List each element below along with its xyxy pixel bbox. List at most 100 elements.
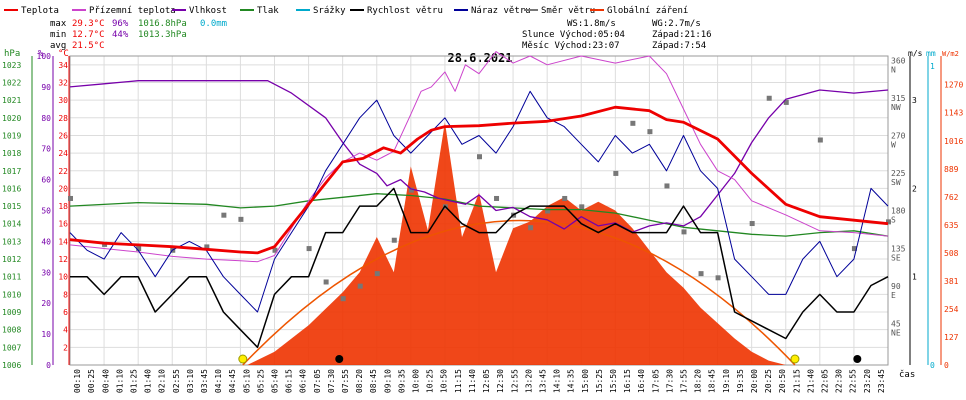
x-tick-label: 21:15 (792, 369, 801, 393)
x-tick-label: 16:40 (637, 369, 646, 393)
x-tick-label: 22:55 (849, 369, 858, 393)
axis-hpa-tick: 1017 (2, 167, 21, 176)
stat-max-temp: 29.3°C (72, 19, 105, 29)
x-tick-label: 22:30 (835, 369, 844, 393)
wind-direction-point (579, 204, 585, 210)
axis-percent-tick: 60 (41, 176, 51, 185)
wind-direction-point (698, 271, 704, 277)
chart-title: 28.6.2021 (447, 51, 512, 65)
wind-direction-point (391, 237, 397, 243)
wind-direction-point (221, 212, 227, 218)
x-tick-label: 14:35 (567, 369, 576, 393)
stat-moon-set: Západ:7:54 (652, 41, 706, 51)
axis-hpa-tick: 1022 (2, 78, 21, 87)
x-tick-label: 20:25 (764, 369, 773, 393)
axis-celsius-tick: 12 (58, 255, 68, 264)
x-axis-title: čas (899, 369, 915, 380)
wind-direction-point (766, 95, 772, 101)
x-tick-label: 15:25 (595, 369, 604, 393)
axis-hpa-tick: 1009 (2, 308, 21, 317)
wind-direction-point (68, 195, 73, 201)
axis-wm2-tick: 889 (944, 165, 959, 174)
axis-celsius-tick: 14 (58, 237, 68, 246)
x-tick-label: 14:10 (553, 369, 562, 393)
wind-direction-point (357, 283, 363, 289)
legend-label: Přízemní teplota (89, 6, 176, 16)
wind-direction-point (647, 129, 653, 135)
x-tick-label: 10:25 (426, 369, 435, 393)
axis-wm2-tick: 1143 (944, 109, 963, 118)
axis-celsius-tick: 28 (58, 114, 68, 123)
axis-direction-name: NW (891, 103, 901, 112)
axis-celsius-tick: 8 (63, 290, 68, 299)
x-tick-label: 01:25 (129, 369, 138, 393)
x-tick-label: 21:40 (806, 369, 815, 393)
stat-avg-label: avg (50, 41, 66, 51)
stat-moon: Měsíc Východ:23:07 (522, 41, 620, 51)
x-tick-label: 17:05 (651, 369, 660, 393)
legend-label: Tlak (257, 6, 279, 16)
axis-celsius-tick: 4 (63, 326, 68, 335)
axis-direction-deg: 90 (891, 282, 901, 291)
axis-hpa-tick: 1020 (2, 114, 21, 123)
legend-label: Teplota (21, 6, 59, 16)
stat-min-press: 1013.3hPa (138, 30, 187, 40)
sun-marker (238, 354, 248, 364)
wind-direction-point (613, 170, 619, 176)
x-tick-label: 04:45 (228, 369, 237, 393)
x-tick-label: 02:55 (172, 369, 181, 393)
clear-sky-curve (242, 219, 796, 366)
axis-percent-tick: 100 (37, 52, 52, 61)
wind-direction-point (306, 246, 312, 252)
legend-label: Rychlost větru (367, 6, 443, 16)
series-přízemní-teplota (69, 51, 889, 263)
stat-min-label: min (50, 30, 66, 40)
wind-direction-point (851, 246, 857, 252)
x-tick-label: 19:35 (736, 369, 745, 393)
x-tick-label: 12:55 (510, 369, 519, 393)
wind-direction-point (528, 225, 534, 231)
wind-direction-point (477, 154, 482, 160)
axis-hpa-tick: 1019 (2, 131, 21, 140)
wind-direction-point (374, 271, 380, 277)
axis-hpa-tick: 1023 (2, 61, 21, 70)
axis-wm2-tick: 381 (944, 277, 959, 286)
x-tick-label: 19:10 (722, 369, 731, 393)
series-globalni-zareni (70, 122, 888, 365)
x-tick-label: 03:10 (186, 369, 195, 393)
x-tick-label: 13:45 (538, 369, 547, 393)
x-tick-label: 09:10 (383, 369, 392, 393)
wind-direction-point (664, 183, 670, 189)
stat-max-press: 1016.8hPa (138, 19, 187, 29)
axis-wm2-tick: 762 (944, 193, 959, 202)
axis-hpa-tick: 1010 (2, 290, 21, 299)
axis-percent-title: % (38, 49, 44, 59)
axis-celsius-tick: 10 (58, 273, 68, 282)
axis-celsius-tick: 24 (58, 149, 68, 158)
x-tick-label: 06:40 (299, 369, 308, 393)
axis-celsius-tick: 22 (58, 167, 68, 176)
axis-hpa-tick: 1015 (2, 202, 21, 211)
axis-wm2-tick: 127 (944, 333, 959, 342)
x-tick-label: 06:15 (285, 369, 294, 393)
axis-celsius-tick: 20 (58, 184, 68, 193)
axes: hPa1006100710081009101010111012101310141… (2, 49, 963, 370)
stat-rain: 0.0mm (200, 19, 227, 29)
stat-sun: Slunce Východ:05:04 (522, 30, 625, 40)
x-tick-label: 04:10 (214, 369, 223, 393)
x-tick-label: 11:15 (454, 369, 463, 393)
axis-direction-deg: 315 (891, 94, 906, 103)
axis-ms-tick: 2 (912, 184, 917, 193)
x-tick-label: 11:40 (468, 369, 477, 393)
series-vlhkost (69, 80, 889, 233)
x-tick-label: 08:20 (355, 369, 364, 393)
moon-marker (853, 355, 862, 363)
axis-percent-tick: 30 (41, 268, 51, 277)
x-tick-label: 20:50 (778, 369, 787, 393)
x-tick-label: 01:40 (144, 369, 153, 393)
stat-min-hum: 44% (112, 30, 129, 40)
stat-max-label: max (50, 19, 67, 29)
axis-hpa-tick: 1008 (2, 326, 21, 335)
x-tick-label: 00:25 (87, 369, 96, 393)
moon-marker (335, 355, 344, 363)
